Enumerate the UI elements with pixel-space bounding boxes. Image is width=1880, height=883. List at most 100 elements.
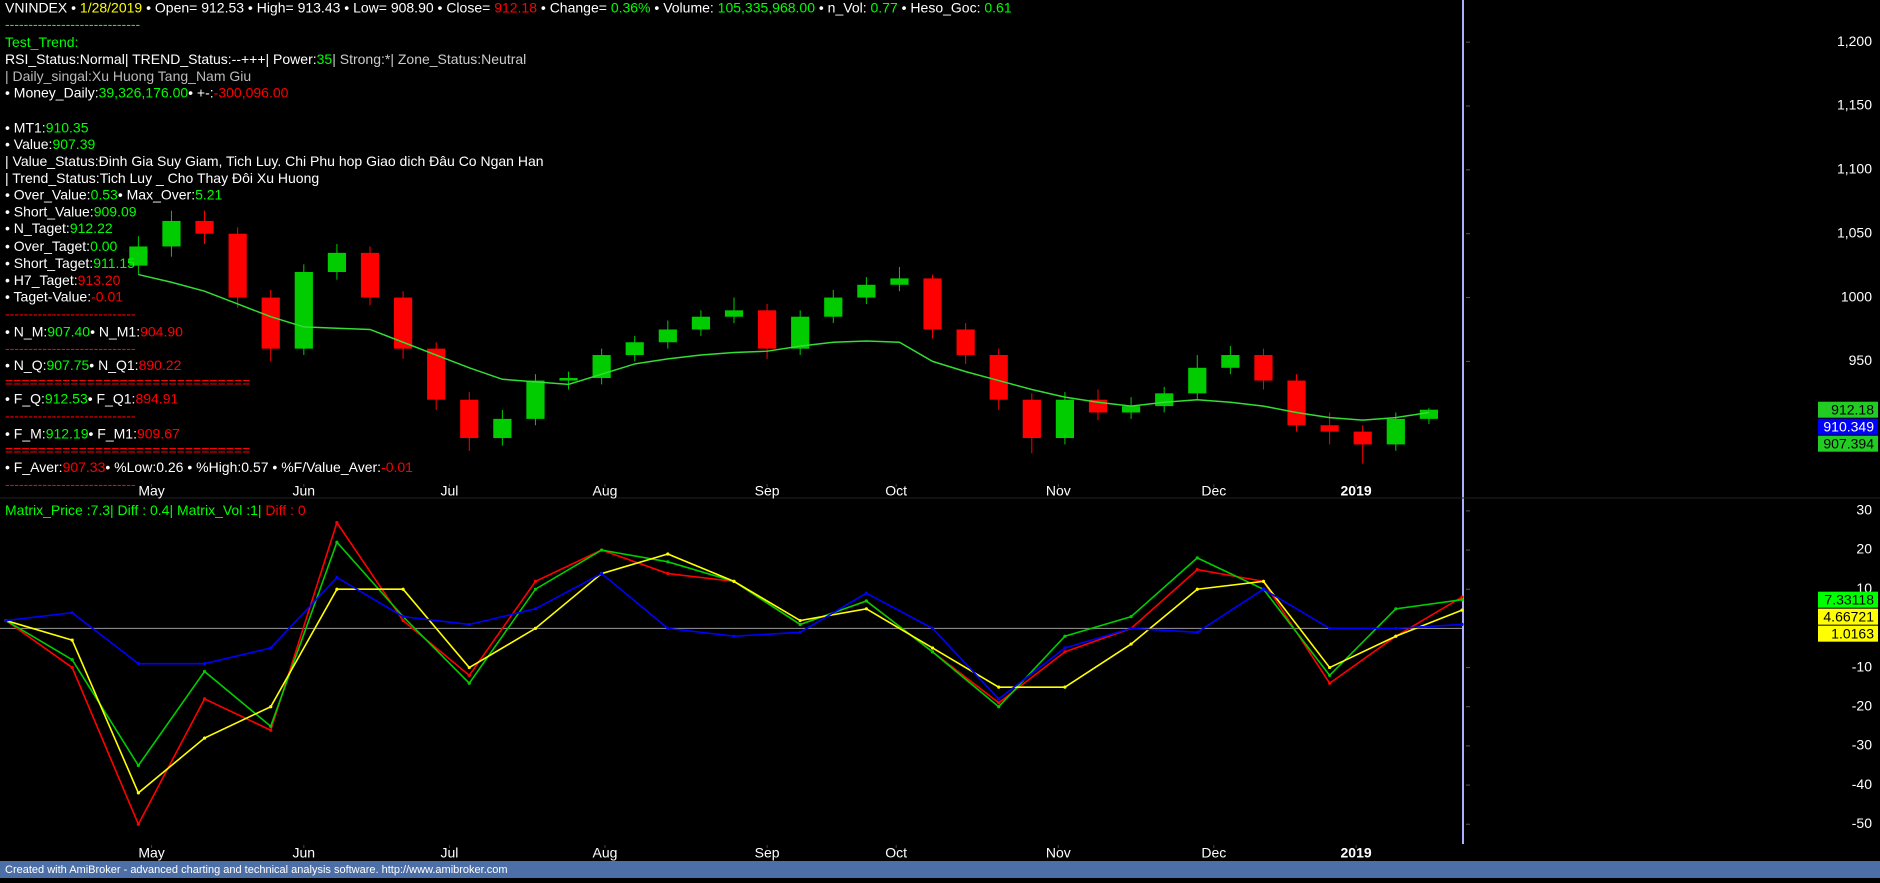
series-point (269, 646, 273, 650)
annotation-text: • Money_Daily: (5, 84, 99, 100)
annotation-text: 909.09 (94, 203, 137, 219)
annotation-line: • N_M:907.40• N_M1:904.90 (5, 323, 183, 339)
annotation-text: -0.01 (91, 288, 123, 304)
annotation-line: ---------------------------- (5, 340, 136, 356)
annotation-text: • Max_Over: (118, 186, 195, 202)
annotation-text: • Value: (5, 136, 52, 152)
annotation-text: | Daily_singal:Xu Huong Tang_Nam Giu (5, 68, 251, 84)
series-point (1195, 568, 1199, 572)
series-point (202, 662, 207, 666)
series-point (997, 701, 1001, 705)
series-point (1261, 587, 1266, 591)
y-tick-label: -50 (1852, 815, 1872, 831)
annotation-text: ============================== (5, 442, 250, 458)
series-point (335, 575, 339, 580)
series-point (1460, 595, 1464, 599)
annotation-line: • F_Aver:907.33• %Low:0.26 • %High:0.57 … (5, 459, 413, 475)
candle-body (1022, 399, 1041, 439)
series-point (202, 697, 207, 701)
annotation-text: 911.15 (93, 255, 135, 271)
series-line (138, 273, 1430, 421)
annotation-line: Matrix_Price :7.3| Diff : 0.4| Matrix_Vo… (5, 502, 306, 518)
series-point (997, 697, 1001, 701)
x-tick-label: Nov (1046, 483, 1071, 499)
annotation-text: 0.61 (984, 0, 1011, 15)
candle-body (1188, 367, 1207, 394)
annotation-line: VNINDEX • 1/28/2019 • Open= 912.53 • Hig… (5, 0, 1012, 15)
series-point (1394, 626, 1398, 630)
annotation-text: 907.75 (46, 357, 89, 373)
annotation-text: 894.91 (135, 390, 178, 406)
candle-body (1221, 355, 1240, 368)
annotation-line: • Over_Value:0.53• Max_Over:5.21 (5, 186, 223, 202)
y-tick-label: 1,100 (1837, 161, 1872, 177)
y-tick-label: 1,050 (1837, 224, 1872, 240)
candle-body (1287, 380, 1306, 426)
value-tag (1818, 401, 1878, 418)
candle-body (824, 297, 843, 317)
annotation-text: • Change= (537, 0, 611, 15)
annotation-line: • Value:907.39 (5, 136, 95, 152)
candle-body (493, 418, 512, 439)
annotation-text: | Value_Status:Đinh Gia Suy Giam, Tich L… (5, 153, 544, 169)
series-point (533, 607, 538, 611)
value-tag (1818, 625, 1878, 642)
annotation-text: 890.22 (139, 357, 182, 373)
annotation-text: • N_M1: (90, 323, 140, 339)
x-tick-label: Nov (1046, 845, 1071, 861)
series-point (202, 669, 207, 674)
x-tick-label: Aug (592, 845, 617, 861)
series-point (401, 615, 405, 619)
annotation-text: • n_Vol: (815, 0, 871, 15)
annotation-text: VNINDEX • (5, 0, 80, 15)
candle-body (195, 220, 214, 234)
annotation-text: Diff : 0 (265, 502, 305, 518)
annotation-text: • Short_Taget: (5, 255, 93, 271)
annotation-line: • Taget-Value:-0.01 (5, 288, 123, 304)
annotation-text: | Trend_Status:Tich Luy _ Cho Thay Đôi X… (5, 170, 319, 186)
x-tick-label: Aug (592, 483, 617, 499)
candle-body (625, 342, 644, 356)
series-point (1394, 634, 1398, 638)
footer-bar (0, 861, 1880, 878)
x-tick-label: Dec (1201, 483, 1226, 499)
annotation-line: RSI_Status:Normal| TREND_Status:--+++| P… (5, 51, 526, 67)
series-point (864, 607, 868, 611)
annotation-text: ----------------------------- (5, 16, 141, 32)
series-point (997, 685, 1001, 689)
candle-body (129, 246, 148, 266)
annotation-line: • Over_Taget:0.00 (5, 238, 118, 254)
annotation-line: | Value_Status:Đinh Gia Suy Giam, Tich L… (5, 153, 544, 169)
annotation-text: 0.00 (90, 238, 117, 254)
series-point (1328, 673, 1332, 677)
series-point (401, 618, 405, 623)
annotation-text: • N_Taget: (5, 220, 70, 236)
candle-body (923, 278, 942, 330)
series-point (70, 611, 74, 615)
annotation-text: • N_Q1: (89, 357, 138, 373)
annotation-text: • Open= 912.53 • High= 913.43 • Low= 908… (142, 0, 494, 15)
candle-body (1419, 409, 1439, 419)
series-point (864, 591, 868, 595)
value-tag (1818, 435, 1878, 452)
candle-body (857, 284, 876, 298)
candle-body (890, 278, 909, 285)
value-tag-label: 907.394 (1823, 435, 1874, 451)
series-point (732, 579, 736, 583)
annotation-text: 0.53 (91, 186, 118, 202)
candle-body (460, 399, 479, 439)
annotation-text: • Short_Value: (5, 203, 94, 219)
series-point (1460, 598, 1464, 602)
annotation-text: 907.33 (63, 459, 106, 475)
annotation-line: | Trend_Status:Tich Luy _ Cho Thay Đôi X… (5, 170, 319, 186)
candle-body (1121, 406, 1141, 413)
series-point (798, 622, 802, 627)
annotation-text: 910.35 (46, 119, 89, 135)
y-tick-label: -20 (1852, 697, 1872, 713)
annotation-line: • H7_Taget:913.20 (5, 272, 121, 288)
x-tick-label: May (138, 845, 164, 861)
y-tick-label: -10 (1852, 658, 1872, 674)
annotation-line: • F_M:912.19• F_M1:909.67 (5, 425, 180, 441)
series-point (70, 638, 74, 642)
